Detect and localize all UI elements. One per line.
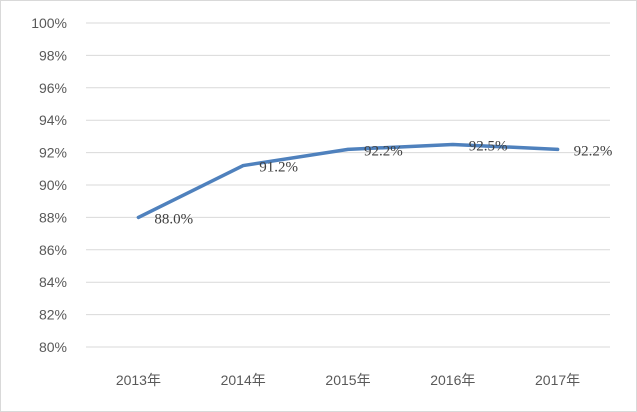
data-point <box>346 147 350 151</box>
data-label: 91.2% <box>259 160 298 176</box>
y-tick-label: 84% <box>39 274 67 290</box>
series-layer <box>136 142 560 220</box>
data-point <box>136 215 140 219</box>
data-point <box>451 143 455 146</box>
data-label: 92.5% <box>469 139 508 155</box>
data-label: 88.0% <box>154 211 193 227</box>
x-tick-label: 2013年 <box>116 372 161 388</box>
y-tick-label: 98% <box>39 47 67 63</box>
x-tick-label: 2017年 <box>535 372 580 388</box>
x-tick-label: 2015年 <box>325 372 370 388</box>
gridlines <box>86 22 610 348</box>
data-point <box>556 147 560 151</box>
y-tick-label: 94% <box>39 112 67 128</box>
y-tick-label: 100% <box>31 15 67 31</box>
series-line <box>136 142 560 220</box>
y-tick-label: 96% <box>39 80 67 96</box>
x-tick-label: 2016年 <box>430 372 475 388</box>
x-tick-label: 2014年 <box>221 372 266 388</box>
data-point <box>241 164 245 168</box>
y-tick-label: 82% <box>39 307 67 323</box>
y-tick-label: 80% <box>39 339 67 355</box>
y-tick-label: 92% <box>39 145 67 161</box>
y-tick-label: 86% <box>39 242 67 258</box>
data-label: 92.2% <box>574 143 613 159</box>
y-tick-label: 88% <box>39 209 67 225</box>
y-axis-ticks: 80% 82% 84% 86% 88% 90% 92% 94% 96% 98% 100% <box>31 15 67 355</box>
data-label: 92.2% <box>364 143 403 159</box>
x-axis-ticks: 2013年 2014年 2015年 2016年 2017年 <box>116 372 580 388</box>
data-labels: 88.0% 91.2% 92.2% 92.5% 92.2% <box>154 139 612 228</box>
y-tick-label: 90% <box>39 177 67 193</box>
